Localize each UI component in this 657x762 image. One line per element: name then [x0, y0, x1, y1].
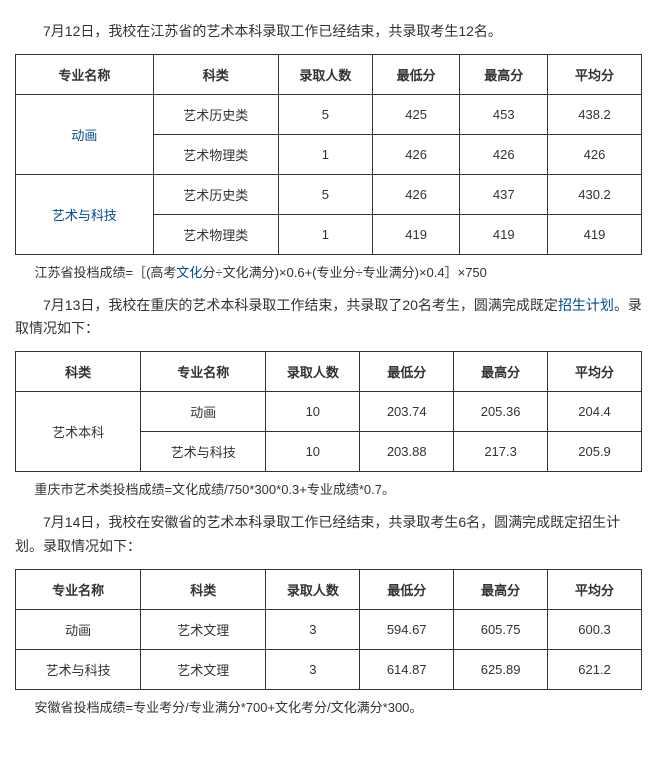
- col-category: 科类: [16, 352, 141, 392]
- cell-avg: 419: [548, 214, 642, 254]
- cell-avg: 621.2: [548, 649, 642, 689]
- table-anhui: 专业名称 科类 录取人数 最低分 最高分 平均分 动画 艺术文理 3 594.6…: [15, 569, 642, 690]
- cell-major: 艺术与科技: [16, 649, 141, 689]
- table-row: 艺术本科 动画 10 203.74 205.36 204.4: [16, 392, 642, 432]
- cell-min: 203.74: [360, 392, 454, 432]
- note-jiangsu: 江苏省投档成绩=［(高考文化分÷文化满分)×0.6+(专业分÷专业满分)×0.4…: [15, 263, 642, 284]
- table-head: 科类 专业名称 录取人数 最低分 最高分 平均分: [16, 352, 642, 392]
- paragraph-jiangsu: 7月12日，我校在江苏省的艺术本科录取工作已经结束，共录取考生12名。: [15, 20, 642, 44]
- cell-category: 艺术文理: [141, 609, 266, 649]
- cell-avg: 438.2: [548, 94, 642, 134]
- paragraph-chongqing: 7月13日，我校在重庆的艺术本科录取工作结束，共录取了20名考生，圆满完成既定招…: [15, 294, 642, 342]
- col-max: 最高分: [460, 54, 548, 94]
- cell-category: 艺术文理: [141, 649, 266, 689]
- table-jiangsu: 专业名称 科类 录取人数 最低分 最高分 平均分 动画 艺术历史类 5 425 …: [15, 54, 642, 255]
- cell-category: 艺术本科: [16, 392, 141, 472]
- table-head: 专业名称 科类 录取人数 最低分 最高分 平均分: [16, 54, 642, 94]
- cell-count: 3: [266, 609, 360, 649]
- major-link[interactable]: 动画: [71, 128, 97, 143]
- table-row: 动画 艺术文理 3 594.67 605.75 600.3: [16, 609, 642, 649]
- cell-category: 艺术历史类: [153, 174, 278, 214]
- cell-major: 艺术与科技: [16, 174, 154, 254]
- col-min: 最低分: [360, 569, 454, 609]
- col-min: 最低分: [372, 54, 460, 94]
- col-max: 最高分: [454, 352, 548, 392]
- cell-max: 426: [460, 134, 548, 174]
- col-count: 录取人数: [266, 569, 360, 609]
- cell-max: 419: [460, 214, 548, 254]
- cell-count: 3: [266, 649, 360, 689]
- col-max: 最高分: [454, 569, 548, 609]
- cell-count: 5: [278, 174, 372, 214]
- cell-min: 614.87: [360, 649, 454, 689]
- cell-max: 453: [460, 94, 548, 134]
- cell-major: 动画: [141, 392, 266, 432]
- col-min: 最低分: [360, 352, 454, 392]
- col-avg: 平均分: [548, 54, 642, 94]
- col-major: 专业名称: [141, 352, 266, 392]
- major-link[interactable]: 艺术与科技: [52, 208, 117, 223]
- table-head: 专业名称 科类 录取人数 最低分 最高分 平均分: [16, 569, 642, 609]
- cell-max: 217.3: [454, 432, 548, 472]
- cell-avg: 426: [548, 134, 642, 174]
- cell-min: 426: [372, 174, 460, 214]
- cell-min: 419: [372, 214, 460, 254]
- cell-min: 203.88: [360, 432, 454, 472]
- enrollment-plan-link[interactable]: 招生计划: [558, 297, 614, 313]
- cell-category: 艺术物理类: [153, 214, 278, 254]
- table-row: 动画 艺术历史类 5 425 453 438.2: [16, 94, 642, 134]
- cell-major: 动画: [16, 609, 141, 649]
- table-chongqing: 科类 专业名称 录取人数 最低分 最高分 平均分 艺术本科 动画 10 203.…: [15, 351, 642, 472]
- col-avg: 平均分: [548, 352, 642, 392]
- cell-count: 1: [278, 134, 372, 174]
- cell-max: 625.89: [454, 649, 548, 689]
- note-anhui: 安徽省投档成绩=专业考分/专业满分*700+文化考分/文化满分*300。: [15, 698, 642, 719]
- col-count: 录取人数: [266, 352, 360, 392]
- cell-category: 艺术历史类: [153, 94, 278, 134]
- note-chongqing: 重庆市艺术类投档成绩=文化成绩/750*300*0.3+专业成绩*0.7。: [15, 480, 642, 501]
- cell-avg: 430.2: [548, 174, 642, 214]
- col-avg: 平均分: [548, 569, 642, 609]
- cell-min: 426: [372, 134, 460, 174]
- col-major: 专业名称: [16, 54, 154, 94]
- cell-min: 594.67: [360, 609, 454, 649]
- table-row: 艺术与科技 艺术文理 3 614.87 625.89 621.2: [16, 649, 642, 689]
- note-text: 江苏省投档成绩=［(高考: [35, 265, 177, 280]
- cell-count: 10: [266, 432, 360, 472]
- cell-count: 5: [278, 94, 372, 134]
- cell-min: 425: [372, 94, 460, 134]
- paragraph-anhui: 7月14日，我校在安徽省的艺术本科录取工作已经结束，共录取考生6名，圆满完成既定…: [15, 511, 642, 559]
- cell-max: 437: [460, 174, 548, 214]
- para-text: 7月13日，我校在重庆的艺术本科录取工作结束，共录取了20名考生，圆满完成既定: [43, 297, 558, 313]
- col-category: 科类: [153, 54, 278, 94]
- cell-avg: 600.3: [548, 609, 642, 649]
- cell-count: 1: [278, 214, 372, 254]
- cell-category: 艺术物理类: [153, 134, 278, 174]
- cell-count: 10: [266, 392, 360, 432]
- table-row: 艺术与科技 艺术历史类 5 426 437 430.2: [16, 174, 642, 214]
- cell-max: 205.36: [454, 392, 548, 432]
- cell-avg: 204.4: [548, 392, 642, 432]
- cell-max: 605.75: [454, 609, 548, 649]
- culture-link[interactable]: 文化: [176, 265, 202, 280]
- note-text: 分÷文化满分)×0.6+(专业分÷专业满分)×0.4］×750: [202, 265, 486, 280]
- col-major: 专业名称: [16, 569, 141, 609]
- cell-major: 动画: [16, 94, 154, 174]
- cell-avg: 205.9: [548, 432, 642, 472]
- col-count: 录取人数: [278, 54, 372, 94]
- col-category: 科类: [141, 569, 266, 609]
- cell-major: 艺术与科技: [141, 432, 266, 472]
